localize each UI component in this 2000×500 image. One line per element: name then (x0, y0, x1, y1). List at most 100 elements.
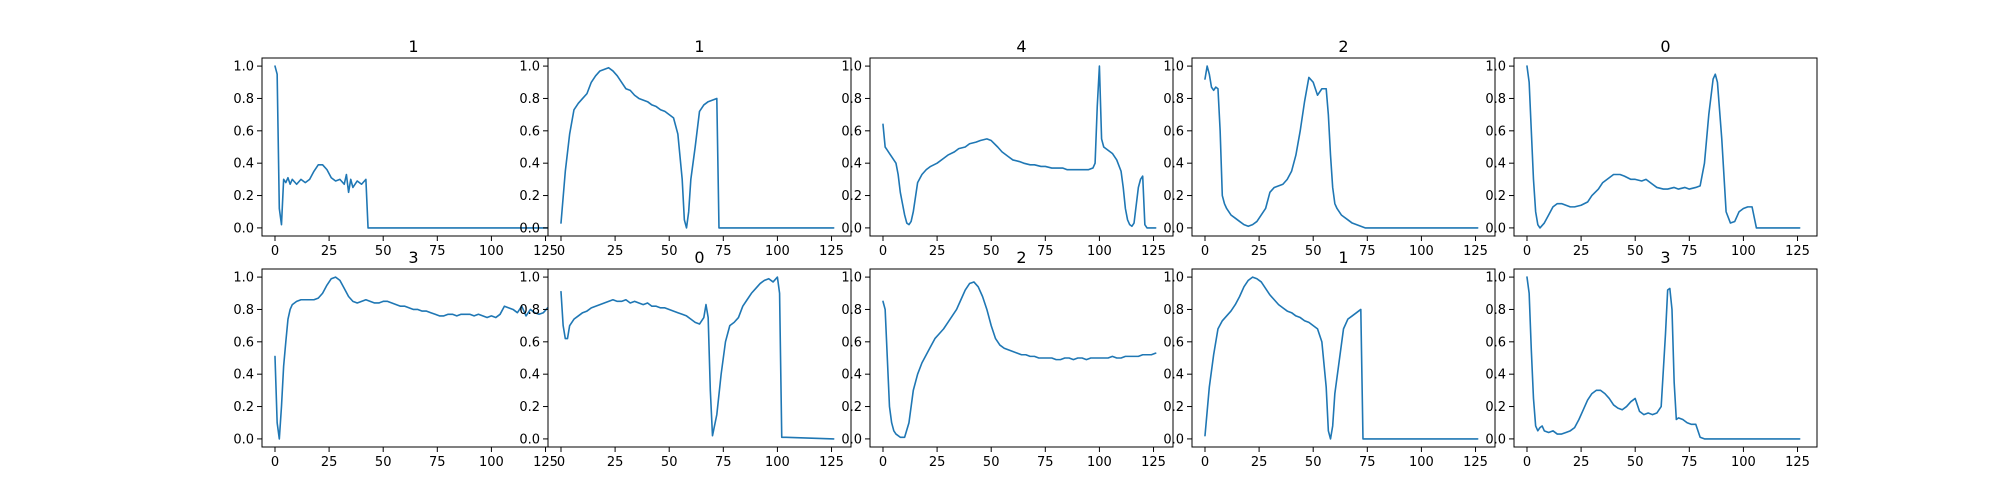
x-tick-label: 100 (1731, 244, 1756, 259)
panel-10: 0 25 50 75 100 125 0.0 0.2 0.4 0.6 0.8 1.0 3 (1485, 248, 1818, 470)
plot-frame (1191, 57, 1496, 237)
plot-frame (1513, 57, 1818, 237)
x-tick-label: 25 (321, 244, 338, 259)
y-tick-label: 0.6 (233, 335, 254, 350)
x-tick-label: 75 (1681, 455, 1698, 470)
y-tick-label: 0.0 (841, 221, 862, 236)
y-tick-label: 0.6 (1163, 335, 1184, 350)
series-line (1204, 65, 1479, 229)
y-tick-label: 0.4 (841, 368, 862, 383)
x-tick-label: 75 (1037, 244, 1054, 259)
x-tick-label: 25 (321, 455, 338, 470)
x-tick-label: 100 (1087, 455, 1112, 470)
y-tick-label: 0.6 (841, 335, 862, 350)
y-tick-label: 0.8 (841, 92, 862, 107)
plot-frame (261, 268, 566, 448)
panel-title: 1 (408, 37, 418, 56)
panel-title: 4 (1016, 37, 1026, 56)
x-tick-label: 125 (1141, 244, 1166, 259)
x-tick-label: 50 (1627, 244, 1644, 259)
x-tick-label: 0 (879, 244, 887, 259)
series-line (882, 65, 1157, 229)
y-tick-label: 1.0 (233, 60, 254, 75)
plot-frame (869, 57, 1174, 237)
x-tick-label: 25 (607, 244, 624, 259)
x-tick-label: 125 (1785, 244, 1810, 259)
y-tick-label: 0.4 (841, 157, 862, 172)
y-tick-label: 1.0 (233, 271, 254, 286)
x-tick-label: 0 (1523, 455, 1531, 470)
y-tick-label: 0.4 (233, 368, 254, 383)
y-tick-label: 0.6 (841, 124, 862, 139)
x-tick-label: 0 (557, 244, 565, 259)
y-tick-label: 0.2 (1485, 400, 1506, 415)
plot-frame (261, 57, 566, 237)
panel-title: 2 (1016, 248, 1026, 267)
x-tick-label: 75 (715, 455, 732, 470)
x-tick-label: 125 (533, 244, 558, 259)
x-tick-label: 75 (715, 244, 732, 259)
y-tick-label: 0.2 (519, 400, 540, 415)
y-tick-label: 1.0 (1485, 271, 1506, 286)
y-tick-label: 0.8 (233, 92, 254, 107)
y-tick-label: 0.2 (519, 189, 540, 204)
y-tick-label: 0.8 (841, 303, 862, 318)
y-tick-label: 0.4 (519, 368, 540, 383)
y-tick-label: 0.6 (1485, 124, 1506, 139)
x-tick-label: 75 (429, 455, 446, 470)
y-tick-label: 0.6 (519, 124, 540, 139)
x-tick-label: 100 (765, 455, 790, 470)
series-line (560, 276, 835, 440)
plot-frame (547, 57, 852, 237)
y-tick-label: 0.2 (1485, 189, 1506, 204)
x-tick-label: 25 (1251, 244, 1268, 259)
y-tick-label: 0.4 (1485, 157, 1506, 172)
panel-title: 3 (408, 248, 418, 267)
y-tick-label: 0.0 (1485, 432, 1506, 447)
plot-frame (1513, 268, 1818, 448)
x-tick-label: 50 (661, 455, 678, 470)
y-tick-label: 0.2 (233, 189, 254, 204)
x-tick-label: 50 (983, 244, 1000, 259)
y-tick-label: 0.8 (233, 303, 254, 318)
y-tick-label: 0.6 (1485, 335, 1506, 350)
y-tick-label: 0.6 (1163, 124, 1184, 139)
x-tick-label: 50 (983, 455, 1000, 470)
y-tick-label: 0.8 (519, 92, 540, 107)
y-tick-label: 0.4 (1163, 368, 1184, 383)
x-tick-label: 25 (1573, 244, 1590, 259)
x-tick-label: 50 (661, 244, 678, 259)
plot-frame (869, 268, 1174, 448)
x-tick-label: 25 (929, 455, 946, 470)
y-tick-label: 0.6 (233, 124, 254, 139)
y-tick-label: 0.2 (841, 400, 862, 415)
x-tick-label: 0 (557, 455, 565, 470)
panel-8: 0 25 50 75 100 125 0.0 0.2 0.4 0.6 0.8 1.0 2 (841, 248, 1174, 470)
x-tick-label: 125 (819, 455, 844, 470)
x-tick-label: 100 (479, 455, 504, 470)
x-tick-label: 125 (1141, 455, 1166, 470)
y-tick-label: 0.0 (1163, 221, 1184, 236)
y-tick-label: 0.8 (519, 303, 540, 318)
x-tick-label: 75 (1359, 244, 1376, 259)
x-tick-label: 75 (1681, 244, 1698, 259)
panel-title: 1 (1338, 248, 1348, 267)
x-tick-label: 100 (1087, 244, 1112, 259)
x-tick-label: 0 (1201, 244, 1209, 259)
y-tick-label: 0.8 (1163, 303, 1184, 318)
panel-5: 0 25 50 75 100 125 0.0 0.2 0.4 0.6 0.8 1.0 0 (1485, 37, 1818, 259)
y-tick-label: 0.4 (1485, 368, 1506, 383)
y-tick-label: 0.0 (1163, 432, 1184, 447)
y-tick-label: 0.4 (519, 157, 540, 172)
y-tick-label: 0.6 (519, 335, 540, 350)
y-tick-label: 0.2 (233, 400, 254, 415)
panel-4: 0 25 50 75 100 125 0.0 0.2 0.4 0.6 0.8 1.0 2 (1163, 37, 1496, 259)
x-tick-label: 100 (765, 244, 790, 259)
y-tick-label: 0.2 (841, 189, 862, 204)
y-tick-label: 0.0 (233, 221, 254, 236)
panel-1: 0 25 50 75 100 125 0.0 0.2 0.4 0.6 0.8 1.0 1 (233, 37, 566, 259)
y-tick-label: 1.0 (1163, 60, 1184, 75)
y-tick-label: 0.4 (1163, 157, 1184, 172)
x-tick-label: 125 (1785, 455, 1810, 470)
y-tick-label: 1.0 (1163, 271, 1184, 286)
